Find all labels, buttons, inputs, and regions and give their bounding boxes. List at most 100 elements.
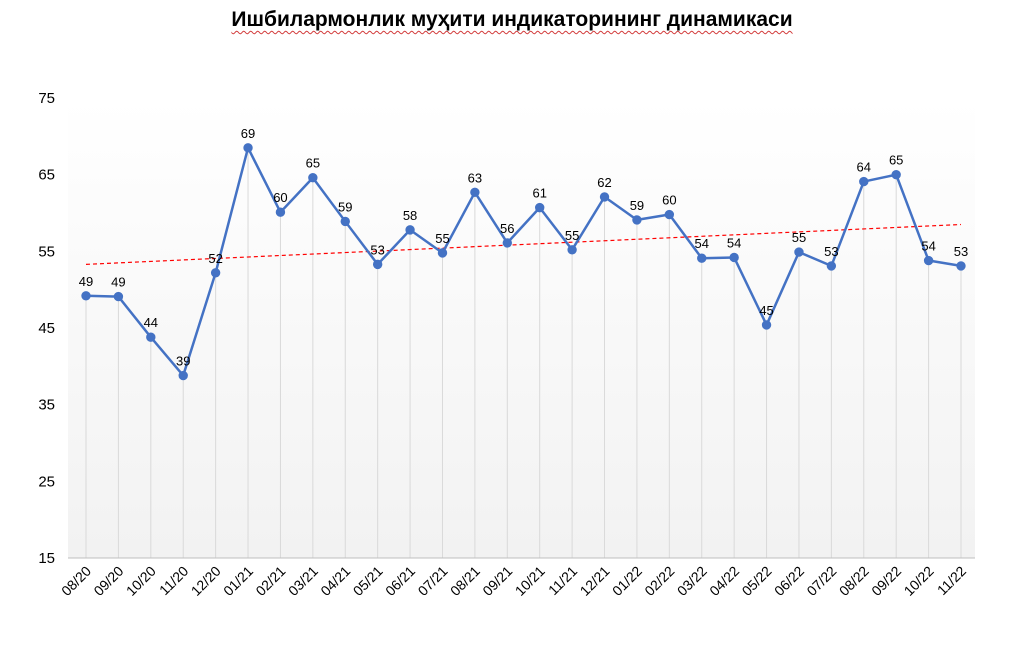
data-point bbox=[632, 215, 642, 225]
data-point bbox=[794, 247, 804, 257]
x-tick-label: 12/20 bbox=[188, 563, 224, 599]
data-label: 45 bbox=[759, 303, 773, 318]
data-point bbox=[308, 173, 318, 183]
data-point bbox=[372, 259, 383, 270]
series-layer bbox=[81, 143, 966, 381]
y-tick-label: 65 bbox=[38, 167, 55, 184]
y-tick-label: 35 bbox=[38, 397, 55, 414]
data-label: 58 bbox=[403, 208, 417, 223]
data-label: 52 bbox=[208, 251, 222, 266]
data-label: 62 bbox=[597, 175, 611, 190]
y-tick-label: 45 bbox=[38, 320, 55, 337]
x-tick-label: 04/22 bbox=[706, 563, 742, 599]
x-tick-label: 05/21 bbox=[350, 563, 386, 599]
data-label: 60 bbox=[662, 193, 676, 208]
data-point bbox=[729, 252, 739, 263]
data-label: 49 bbox=[111, 275, 125, 290]
chart-title: Ишбилармонлик муҳити индикаторининг дина… bbox=[231, 8, 793, 31]
data-label: 54 bbox=[921, 239, 935, 254]
data-label: 65 bbox=[889, 153, 903, 168]
x-tick-label: 07/22 bbox=[803, 563, 839, 599]
data-label: 53 bbox=[370, 242, 384, 257]
data-label: 53 bbox=[824, 244, 838, 259]
data-point bbox=[535, 202, 545, 213]
data-label: 61 bbox=[532, 186, 546, 201]
data-point bbox=[502, 238, 512, 248]
x-tick-label: 08/21 bbox=[447, 563, 483, 599]
x-tick-label: 12/21 bbox=[577, 563, 613, 599]
x-tick-label: 04/21 bbox=[317, 563, 353, 599]
data-point bbox=[761, 320, 772, 330]
data-point bbox=[437, 248, 448, 258]
data-label: 54 bbox=[727, 235, 741, 250]
x-tick-label: 02/21 bbox=[252, 563, 288, 599]
data-point bbox=[859, 176, 869, 187]
x-tick-label: 09/20 bbox=[90, 563, 126, 599]
data-point bbox=[178, 370, 188, 381]
data-label: 65 bbox=[306, 156, 320, 171]
x-tick-label: 09/22 bbox=[868, 563, 904, 599]
x-tick-label: 06/21 bbox=[382, 563, 418, 599]
data-label: 63 bbox=[468, 170, 482, 185]
data-label: 55 bbox=[435, 231, 449, 246]
y-tick-label: 25 bbox=[38, 473, 55, 490]
data-point bbox=[664, 209, 675, 220]
y-tick-label: 75 bbox=[38, 90, 55, 107]
data-point bbox=[405, 225, 415, 235]
data-label: 39 bbox=[176, 354, 190, 369]
data-point bbox=[923, 255, 934, 266]
x-tick-label: 11/21 bbox=[545, 563, 581, 599]
data-point bbox=[826, 261, 837, 271]
trendline-layer bbox=[85, 223, 962, 265]
data-label: 53 bbox=[954, 244, 968, 259]
y-tick-label: 55 bbox=[38, 243, 55, 260]
plot-area-background bbox=[68, 98, 975, 558]
data-label: 60 bbox=[273, 190, 287, 205]
data-point bbox=[81, 291, 91, 301]
x-axis: 08/2009/2010/2011/2012/2001/2102/2103/21… bbox=[58, 563, 969, 599]
x-tick-label: 01/22 bbox=[609, 563, 645, 599]
data-label: 59 bbox=[630, 198, 644, 213]
data-label: 59 bbox=[338, 199, 352, 214]
data-label: 56 bbox=[500, 221, 514, 236]
x-tick-label: 11/20 bbox=[156, 563, 192, 599]
x-tick-label: 02/22 bbox=[641, 563, 677, 599]
x-tick-label: 05/22 bbox=[739, 563, 775, 599]
data-labels: 49 49 44 39 52 69 60 65 59 53 58 55 63 56 61 55 62 59 60 54… bbox=[79, 126, 968, 369]
data-label: 55 bbox=[565, 228, 579, 243]
data-label: 54 bbox=[695, 236, 709, 251]
y-tick-label: 15 bbox=[38, 550, 55, 567]
x-tick-label: 01/21 bbox=[220, 563, 256, 599]
trendline bbox=[85, 223, 962, 265]
data-point bbox=[146, 332, 156, 342]
x-tick-label: 08/22 bbox=[836, 563, 872, 599]
data-point bbox=[891, 169, 901, 180]
series-line bbox=[85, 146, 962, 377]
data-point bbox=[210, 268, 221, 278]
data-point bbox=[275, 207, 286, 217]
x-tick-label: 11/22 bbox=[934, 563, 970, 599]
x-tick-label: 10/21 bbox=[512, 563, 548, 599]
data-point bbox=[470, 187, 480, 198]
x-tick-label: 07/21 bbox=[415, 563, 451, 599]
data-label: 69 bbox=[241, 126, 255, 141]
x-tick-label: 06/22 bbox=[771, 563, 807, 599]
data-label: 44 bbox=[144, 315, 158, 330]
data-point bbox=[956, 261, 966, 271]
x-tick-label: 10/20 bbox=[123, 563, 159, 599]
x-tick-label: 10/22 bbox=[901, 563, 937, 599]
data-point bbox=[599, 192, 610, 202]
x-tick-label: 09/21 bbox=[479, 563, 515, 599]
data-label: 64 bbox=[857, 160, 871, 175]
x-tick-label: 03/21 bbox=[285, 563, 321, 599]
x-tick-label: 03/22 bbox=[674, 563, 710, 599]
data-point bbox=[697, 253, 707, 263]
data-label: 55 bbox=[792, 230, 806, 245]
y-axis: 15 25 35 45 55 65 75 bbox=[38, 90, 55, 567]
data-point bbox=[243, 143, 253, 153]
data-label: 49 bbox=[79, 274, 93, 289]
data-point bbox=[113, 291, 124, 302]
gridlines bbox=[85, 147, 962, 558]
